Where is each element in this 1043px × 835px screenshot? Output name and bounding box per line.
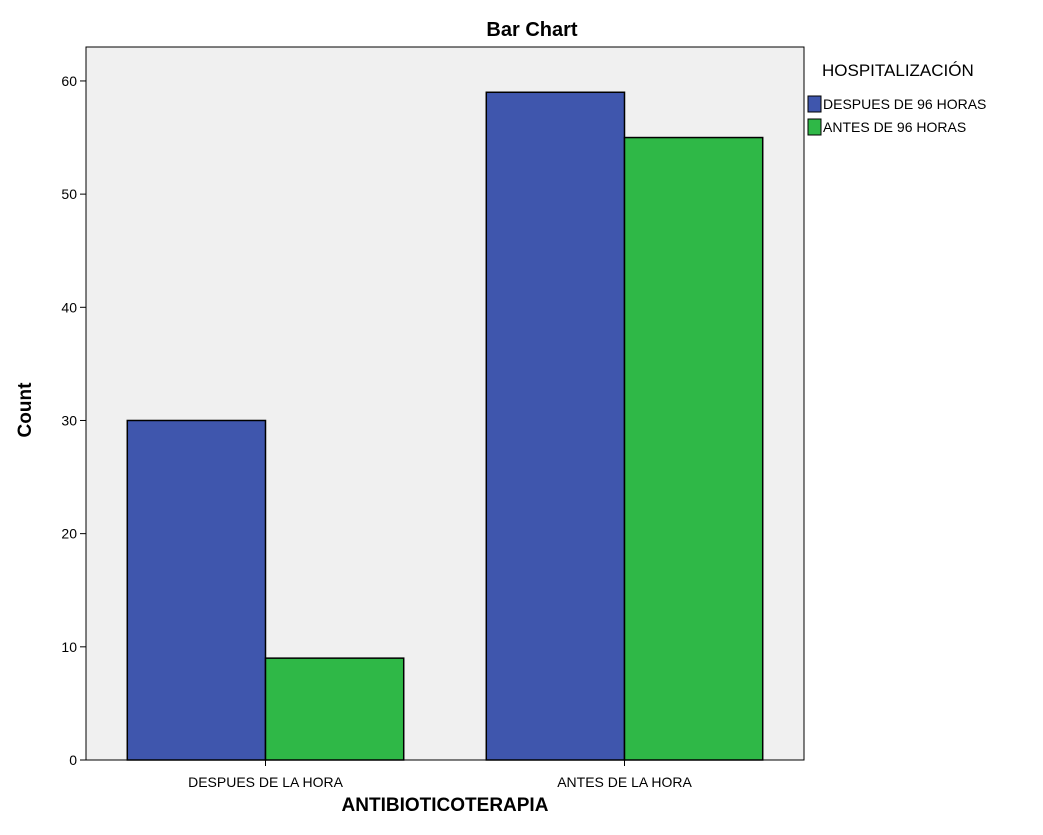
legend-label: ANTES DE 96 HORAS <box>823 119 966 135</box>
y-tick-label: 20 <box>61 526 77 542</box>
y-tick-label: 10 <box>61 639 77 655</box>
bar <box>264 657 405 761</box>
y-tick-label: 30 <box>61 412 77 428</box>
legend-title: HOSPITALIZACIÓN <box>822 61 974 80</box>
y-tick-label: 60 <box>61 73 77 89</box>
legend-items: DESPUES DE 96 HORAS ANTES DE 96 HORAS <box>807 95 986 136</box>
bar <box>485 91 626 761</box>
x-axis-title: ANTIBIOTICOTERAPIA <box>342 795 549 816</box>
y-tick-label: 50 <box>61 186 77 202</box>
y-tick-label: 0 <box>69 752 77 768</box>
legend-swatch <box>807 95 822 113</box>
bar <box>126 419 267 761</box>
x-axis-ticks: DESPUES DE LA HORA ANTES DE LA HORA <box>188 760 692 790</box>
y-axis-title: Count <box>15 382 36 438</box>
chart-title: Bar Chart <box>486 19 577 41</box>
legend: HOSPITALIZACIÓN DESPUES DE 96 HORAS ANTES… <box>807 61 986 136</box>
y-tick-label: 40 <box>61 299 77 315</box>
x-tick-label: ANTES DE LA HORA <box>557 774 692 790</box>
x-tick-label: DESPUES DE LA HORA <box>188 774 343 790</box>
legend-swatch <box>807 118 822 136</box>
legend-label: DESPUES DE 96 HORAS <box>823 96 986 112</box>
bar <box>623 136 764 761</box>
y-axis-ticks: 0 10 20 30 40 50 60 <box>61 73 86 768</box>
bars-group <box>126 91 764 761</box>
